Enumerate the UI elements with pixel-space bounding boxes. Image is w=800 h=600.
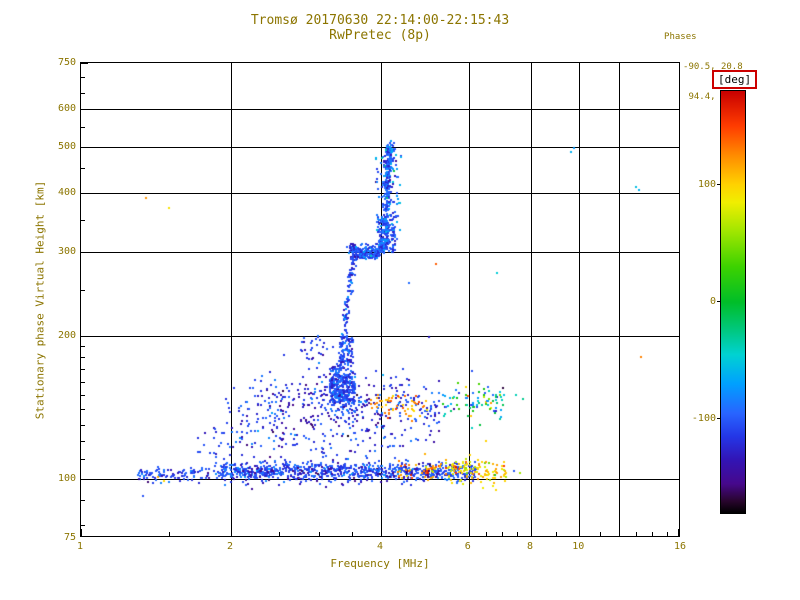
colorbar-tick-mark — [717, 418, 721, 420]
x-tick-label: 1 — [76, 541, 84, 552]
plot-area — [80, 62, 681, 538]
scatter-points-canvas — [81, 63, 681, 538]
colorbar-tick-label: -100 — [691, 413, 716, 425]
y-tick-label: 100 — [57, 472, 76, 484]
y-tick-label: 750 — [57, 57, 76, 68]
colorbar-gradient — [720, 90, 746, 514]
phases-heading: Phases — [664, 32, 697, 42]
x-tick-label: 8 — [526, 541, 534, 552]
plot-subtitle: RwPretec (8p) — [329, 28, 431, 43]
x-tick-label: 10 — [572, 541, 585, 552]
y-tick-label: 200 — [57, 329, 76, 341]
colorbar-tick-mark — [717, 183, 721, 185]
plot-title: Tromsø 20170630 22:14:00-22:15:43 — [250, 13, 510, 28]
colorbar-tick-label: 0 — [709, 296, 716, 307]
x-tick-label: 6 — [464, 541, 471, 552]
y-tick-label: 300 — [57, 246, 76, 258]
colorbar-tick-mark — [717, 301, 721, 302]
y-axis-label: Stationary phase Virtual Height [km] — [33, 180, 47, 420]
y-tick-label: 400 — [57, 186, 76, 198]
y-tick-label: 600 — [57, 103, 76, 115]
y-tick-label: 500 — [57, 140, 76, 152]
colorbar-units-label: [deg] — [712, 70, 758, 89]
x-tick-label: 4 — [376, 541, 384, 552]
x-tick-label: 2 — [226, 541, 234, 552]
colorbar-tick-label: 100 — [697, 178, 716, 190]
x-axis-label: Frequency [MHz] — [330, 557, 430, 570]
x-tick-label: 16 — [673, 541, 687, 552]
y-tick-label: 75 — [63, 532, 76, 543]
